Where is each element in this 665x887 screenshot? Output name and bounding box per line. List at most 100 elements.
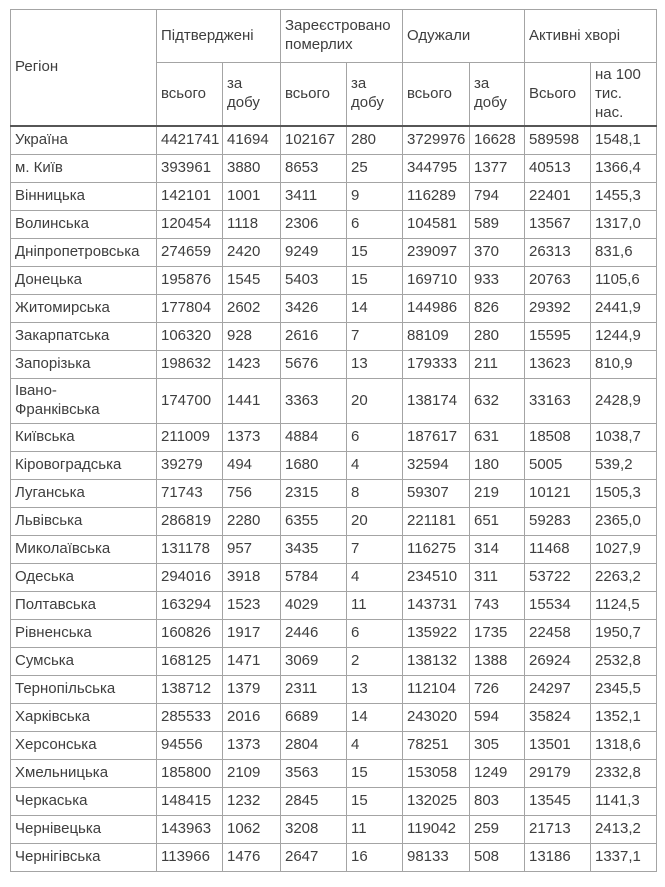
value-cell: 3918 (222, 562, 281, 592)
value-cell: 53722 (524, 562, 591, 592)
value-cell: 1373 (222, 730, 281, 760)
table-row: м. Київ 393961 3880 8653 25 344795 1377 40513 1… (10, 154, 657, 184)
table-row: Одеська 294016 3918 5784 4 234510 311 53722 226… (10, 562, 657, 592)
region-cell: Житомирська (10, 294, 157, 324)
region-cell: Вінницька (10, 182, 157, 212)
value-cell: 2532,8 (590, 646, 657, 676)
region-cell: Київська (10, 422, 157, 452)
value-cell: 1505,3 (590, 478, 657, 508)
value-cell: 2109 (222, 758, 281, 788)
region-cell: Україна (10, 125, 157, 156)
value-cell: 15 (346, 266, 403, 296)
value-cell: 1423 (222, 350, 281, 380)
table-row: Україна 4421741 41694 102167 280 3729976 1662… (10, 125, 657, 156)
value-cell: 1249 (469, 758, 525, 788)
value-cell: 1124,5 (590, 590, 657, 620)
value-cell: 174700 (156, 378, 223, 424)
value-cell: 132025 (402, 786, 470, 816)
value-cell: 3563 (280, 758, 347, 788)
value-cell: 211 (469, 350, 525, 380)
table-row: Рівненська 160826 1917 2446 6 135922 1735 2245… (10, 618, 657, 648)
value-cell: 794 (469, 182, 525, 212)
value-cell: 3208 (280, 814, 347, 844)
value-cell: 1950,7 (590, 618, 657, 648)
value-cell: 4421741 (156, 125, 223, 156)
value-cell: 756 (222, 478, 281, 508)
value-cell: 494 (222, 450, 281, 480)
value-cell: 726 (469, 674, 525, 704)
value-cell: 11468 (524, 534, 591, 564)
region-cell: Кіровоградська (10, 450, 157, 480)
value-cell: 2845 (280, 786, 347, 816)
value-cell: 4884 (280, 422, 347, 452)
value-cell: 5403 (280, 266, 347, 296)
value-cell: 234510 (402, 562, 470, 592)
value-cell: 803 (469, 786, 525, 816)
value-cell: 1027,9 (590, 534, 657, 564)
subheader-recovered-total: всього (402, 62, 470, 127)
value-cell: 18508 (524, 422, 591, 452)
table-row: Кіровоградська 39279 494 1680 4 32594 180 5005… (10, 450, 657, 480)
value-cell: 1388 (469, 646, 525, 676)
value-cell: 9249 (280, 238, 347, 268)
table-row: Харківська 285533 2016 6689 14 243020 594 3582… (10, 702, 657, 732)
table-row: Полтавська 163294 1523 4029 11 143731 743 1553… (10, 590, 657, 620)
region-cell: Донецька (10, 266, 157, 296)
value-cell: 285533 (156, 702, 223, 732)
table-row: Волинська 120454 1118 2306 6 104581 589 13567 1… (10, 210, 657, 240)
value-cell: 2306 (280, 210, 347, 240)
value-cell: 13623 (524, 350, 591, 380)
value-cell: 13 (346, 674, 403, 704)
value-cell: 344795 (402, 154, 470, 184)
value-cell: 13 (346, 350, 403, 380)
region-name-line: Франківська (15, 401, 100, 418)
value-cell: 3411 (280, 182, 347, 212)
table-row: Миколаївська 131178 957 3435 7 116275 314 1146… (10, 534, 657, 564)
value-cell: 826 (469, 294, 525, 324)
value-cell: 13186 (524, 842, 591, 872)
region-cell: Чернігівська (10, 842, 157, 872)
table-row: Чернігівська 113966 1476 2647 16 98133 508 131… (10, 842, 657, 872)
value-cell: 6 (346, 210, 403, 240)
value-cell: 1337,1 (590, 842, 657, 872)
value-cell: 16628 (469, 125, 525, 156)
value-cell: 311 (469, 562, 525, 592)
value-cell: 2263,2 (590, 562, 657, 592)
value-cell: 11 (346, 590, 403, 620)
value-cell: 59283 (524, 506, 591, 536)
value-cell: 177804 (156, 294, 223, 324)
value-cell: 1317,0 (590, 210, 657, 240)
value-cell: 1366,4 (590, 154, 657, 184)
value-cell: 294016 (156, 562, 223, 592)
value-cell: 370 (469, 238, 525, 268)
value-cell: 2332,8 (590, 758, 657, 788)
value-cell: 14 (346, 702, 403, 732)
value-cell: 2804 (280, 730, 347, 760)
value-cell: 116275 (402, 534, 470, 564)
value-cell: 1379 (222, 674, 281, 704)
value-cell: 15 (346, 758, 403, 788)
table-row: Сумська 168125 1471 3069 2 138132 1388 26924 25… (10, 646, 657, 676)
value-cell: 5676 (280, 350, 347, 380)
value-cell: 2345,5 (590, 674, 657, 704)
table-row: Луганська 71743 756 2315 8 59307 219 10121 1505… (10, 478, 657, 508)
header-sub-row: всього за добу всього за добу всього за … (11, 62, 657, 127)
value-cell: 259 (469, 814, 525, 844)
value-cell: 20763 (524, 266, 591, 296)
table-row: Івано- Франківська 174700 1441 3363 20 138174… (10, 378, 657, 424)
value-cell: 11 (346, 814, 403, 844)
table-row: Хмельницька 185800 2109 3563 15 153058 1249 29… (10, 758, 657, 788)
table-header: Регіон Підтверджені Зареєстровано померл… (10, 9, 657, 127)
value-cell: 589 (469, 210, 525, 240)
value-cell: 1244,9 (590, 322, 657, 352)
value-cell: 2602 (222, 294, 281, 324)
region-cell: Тернопільська (10, 674, 157, 704)
value-cell: 102167 (280, 125, 347, 156)
value-cell: 5005 (524, 450, 591, 480)
subheader-active-per-100k: на 100 тис. нас. (590, 62, 657, 127)
value-cell: 3729976 (402, 125, 470, 156)
covid-statistics-table: Регіон Підтверджені Зареєстровано померл… (10, 9, 657, 872)
value-cell: 4 (346, 730, 403, 760)
value-cell: 138174 (402, 378, 470, 424)
region-cell: Дніпропетровська (10, 238, 157, 268)
